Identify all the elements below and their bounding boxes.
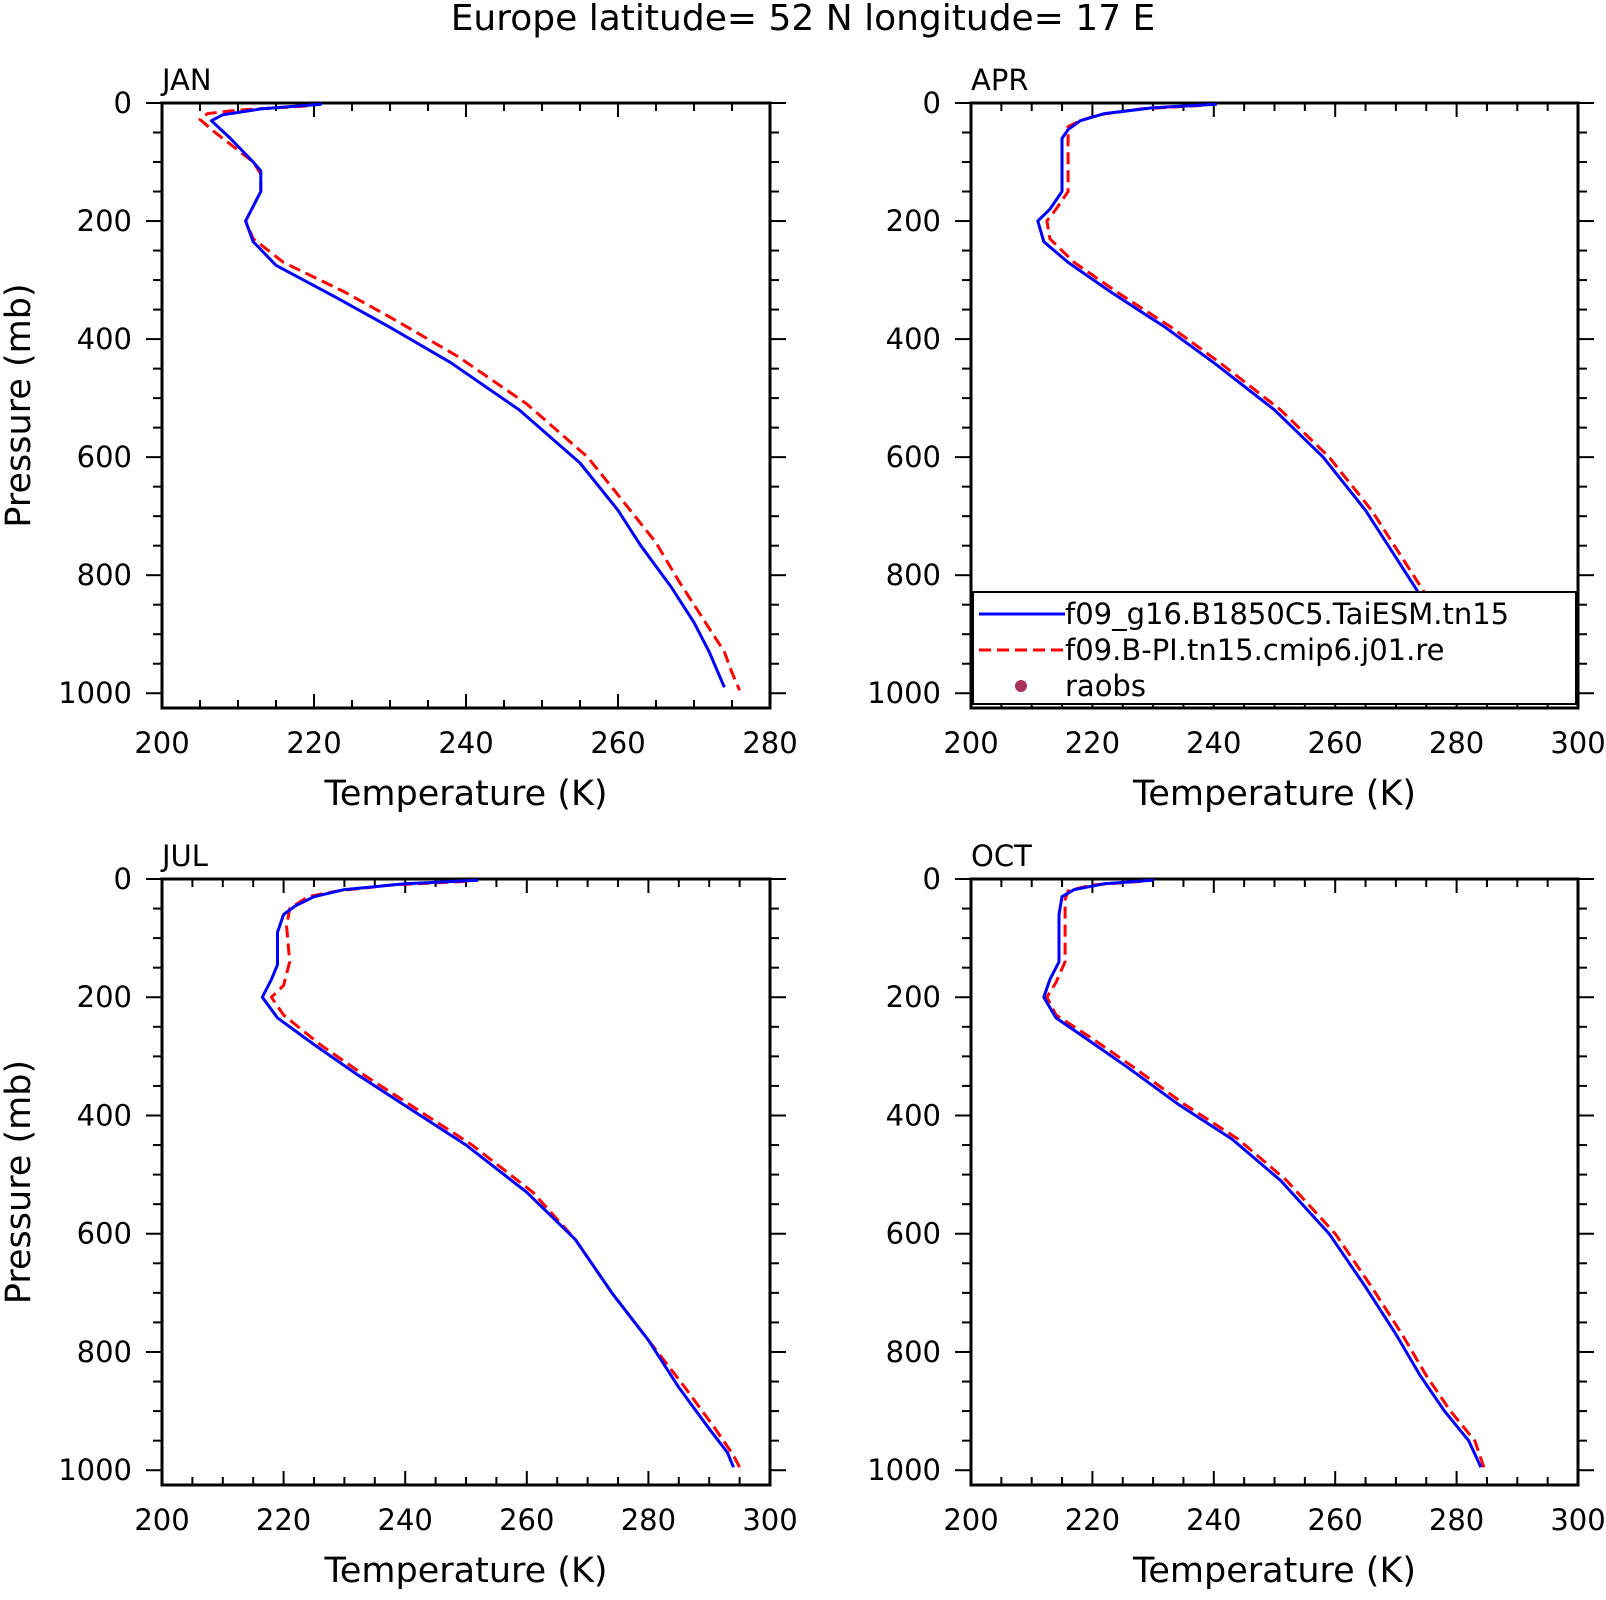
x-tick-label: 220: [1065, 726, 1120, 760]
y-tick-label: 200: [77, 204, 132, 238]
x-tick-label: 240: [438, 726, 493, 760]
y-tick-label: 600: [77, 1217, 132, 1251]
legend-entry-label: f09.B-PI.tn15.cmip6.j01.re: [1065, 633, 1444, 667]
y-tick-label: 200: [886, 980, 941, 1014]
series-line-red-dashed: [198, 104, 741, 691]
x-tick-label: 280: [1429, 726, 1484, 760]
y-axis-label: Pressure (mb): [0, 283, 39, 527]
x-tick-label: 200: [943, 1503, 998, 1537]
x-tick-label: 300: [1550, 1503, 1605, 1537]
x-tick-label: 260: [1308, 1503, 1363, 1537]
x-tick-label: 240: [378, 1503, 433, 1537]
panel-jul: 200 220 240 260 280 300 0 200 400 600 800 1000 JUL Te…: [0, 839, 798, 1591]
plot-frame: [160, 101, 772, 710]
y-axis-label: Pressure (mb): [0, 1060, 39, 1304]
y-tick-label: 800: [886, 1335, 941, 1369]
panel-label: APR: [971, 63, 1028, 97]
x-tick-label: 260: [499, 1503, 554, 1537]
series-line-blue: [260, 878, 735, 1468]
y-tick-label: 0: [923, 86, 941, 120]
x-tick-label: 220: [1065, 1503, 1120, 1537]
panel-label: JUL: [160, 839, 208, 873]
y-tick-label: 200: [886, 204, 941, 238]
y-tick-label: 1000: [58, 676, 132, 710]
y-tick-label: 800: [886, 558, 941, 592]
panel-label: JAN: [160, 63, 212, 97]
x-tick-label: 200: [134, 726, 189, 760]
panel-label: OCT: [971, 839, 1032, 873]
legend-marker-raobs: [1015, 680, 1027, 692]
y-tick-label: 800: [77, 1335, 132, 1369]
y-tick-label: 400: [886, 322, 941, 356]
y-tick-label: 1000: [58, 1453, 132, 1487]
x-tick-label: 280: [1429, 1503, 1484, 1537]
x-tick-label: 300: [1550, 726, 1605, 760]
plot-frame: [160, 877, 772, 1487]
x-axis-label: Temperature (K): [323, 774, 607, 814]
panel-jan: 200 220 240 260 280 0 200 400 600 800 1000 JAN Tempe…: [0, 63, 798, 814]
y-tick-label: 400: [886, 1098, 941, 1132]
y-tick-label: 1000: [867, 676, 941, 710]
legend-box: [972, 591, 1577, 705]
y-tick-label: 400: [77, 322, 132, 356]
legend-entry-label: f09_g16.B1850C5.TaiESM.tn15: [1065, 597, 1509, 631]
legend: f09_g16.B1850C5.TaiESM.tn15f09.B-PI.tn15…: [972, 591, 1577, 709]
series-line-blue: [1036, 102, 1483, 692]
x-axis-label: Temperature (K): [1132, 774, 1416, 814]
figure-title: Europe latitude= 52 N longitude= 17 E: [451, 0, 1156, 39]
y-tick-label: 0: [114, 86, 132, 120]
x-tick-label: 300: [742, 1503, 797, 1537]
series-line-blue: [209, 102, 726, 688]
y-tick-label: 600: [886, 1217, 941, 1251]
x-tick-label: 200: [134, 1503, 189, 1537]
x-tick-label: 280: [742, 726, 797, 760]
y-tick-label: 600: [77, 440, 132, 474]
y-tick-label: 200: [77, 980, 132, 1014]
series-line-blue: [1042, 878, 1483, 1468]
x-tick-label: 240: [1186, 1503, 1241, 1537]
panels: 200 220 240 260 280 0 200 400 600 800 1000 JAN Tempe…: [0, 63, 1606, 1591]
y-tick-label: 600: [886, 440, 941, 474]
x-axis-label: Temperature (K): [1132, 1551, 1416, 1591]
y-tick-label: 0: [923, 862, 941, 896]
x-tick-label: 260: [590, 726, 645, 760]
panel-apr: 200 220 240 260 280 300 0 200 400 600 800 1000 APR Te…: [867, 63, 1605, 814]
panel-oct: 200 220 240 260 280 300 0 200 400 600 800 1000 OCT Te…: [867, 839, 1605, 1591]
series-line-red-dashed: [1045, 879, 1486, 1468]
y-tick-label: 800: [77, 558, 132, 592]
x-tick-label: 240: [1186, 726, 1241, 760]
x-tick-label: 200: [943, 726, 998, 760]
x-tick-label: 220: [286, 726, 341, 760]
y-tick-label: 1000: [867, 1453, 941, 1487]
x-tick-label: 220: [256, 1503, 311, 1537]
x-tick-label: 280: [621, 1503, 676, 1537]
y-tick-label: 400: [77, 1098, 132, 1132]
legend-entry-label: raobs: [1065, 669, 1146, 703]
x-axis-label: Temperature (K): [323, 1551, 607, 1591]
x-tick-label: 260: [1308, 726, 1363, 760]
y-tick-label: 0: [114, 862, 132, 896]
